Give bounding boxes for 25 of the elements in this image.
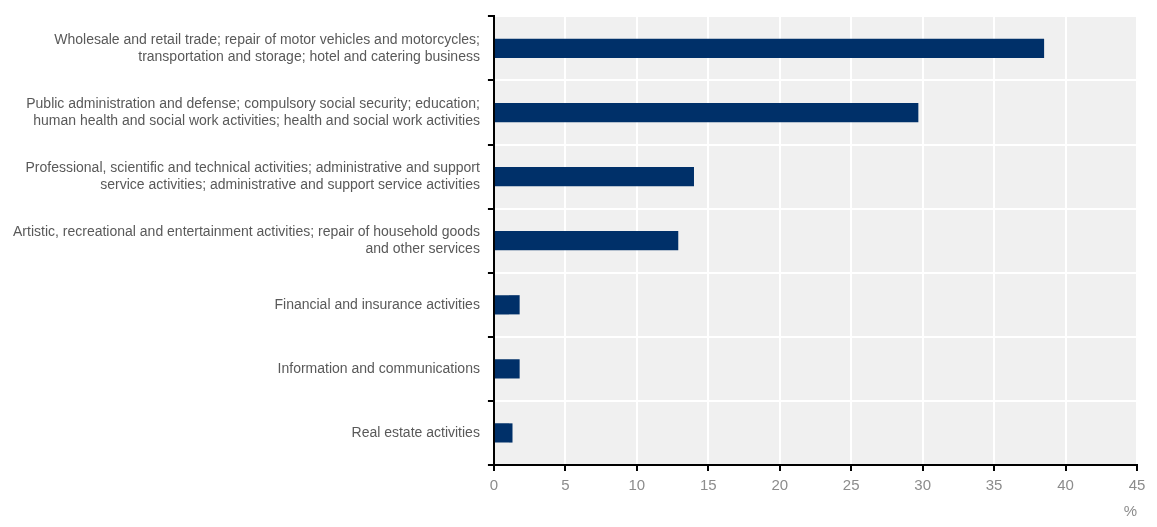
y-tick-label: Information and communications <box>277 359 480 376</box>
bar <box>494 231 679 251</box>
x-tick-label: 40 <box>1057 476 1074 494</box>
y-tick-label: Public administration and defense; compulsory social security; education; human health and social work activities; health and social work activities <box>26 94 480 128</box>
bar <box>494 295 520 315</box>
x-tick-label: 5 <box>561 476 570 494</box>
bar <box>494 359 520 379</box>
bar <box>494 423 513 443</box>
x-tick-label: 30 <box>914 476 931 494</box>
y-tick-label: Wholesale and retail trade; repair of motor vehicles and motorcycles; transportation and storage; hotel and catering business <box>54 30 480 64</box>
bar <box>494 38 1045 59</box>
y-tick-label: Real estate activities <box>351 423 480 440</box>
x-tick-label: 25 <box>842 476 860 494</box>
x-tick-label: 15 <box>699 476 717 494</box>
x-tick-label: 0 <box>489 476 499 494</box>
x-axis-title: % <box>1123 502 1137 520</box>
x-tick-label: 20 <box>771 476 789 494</box>
y-tick-label: Financial and insurance activities <box>274 295 480 312</box>
x-tick-label: 10 <box>628 476 646 494</box>
x-tick-label: 45 <box>1128 476 1146 494</box>
bar <box>494 102 919 123</box>
y-tick-label: Professional, scientific and technical activities; administrative and support service activities; administrative and support service activities <box>25 159 481 192</box>
y-tick-label: Artistic, recreational and entertainment activities; repair of household goods and other services <box>13 223 480 256</box>
x-tick-label: 35 <box>985 476 1003 494</box>
bar <box>494 167 694 187</box>
